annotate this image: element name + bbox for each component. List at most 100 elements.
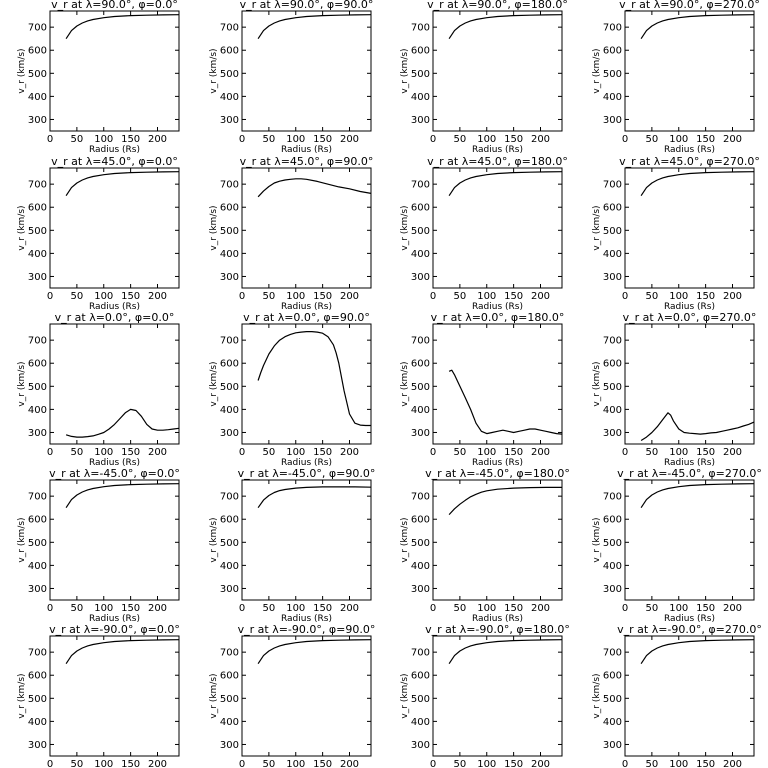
chart-2-point-1 (263, 30, 265, 32)
chart-17-x-tick-label-100: 100 (94, 759, 113, 768)
chart-5-point-4 (87, 177, 89, 179)
chart-2-point-9 (338, 14, 340, 16)
chart-9-point-19 (167, 429, 169, 431)
chart-17-point-11 (178, 639, 180, 641)
chart-11-point-5 (470, 409, 472, 411)
chart-9-y-tick-label-700: 700 (28, 336, 47, 347)
chart-4-x-tick-label-100: 100 (669, 134, 688, 145)
chart-4-plot-frame (624, 10, 755, 132)
chart-4-x-tick-label-200: 200 (723, 134, 742, 145)
chart-20-y-tick-label-700: 700 (603, 648, 622, 659)
chart-16-y-tick-label-400: 400 (603, 561, 622, 572)
chart-6-y-axis-label: v_r (km/s) (209, 205, 219, 250)
chart-13-x-tick-label-0: 0 (47, 603, 53, 614)
chart-12-title: v_r at λ=0.0°, φ=270.0° (623, 311, 757, 324)
chart-13-point-8 (130, 484, 132, 486)
chart-2-title: v_r at λ=90.0°, φ=90.0° (240, 0, 374, 11)
chart-14-x-tick-label-50: 50 (263, 603, 276, 614)
chart-6-y-tick-label-400: 400 (220, 249, 239, 260)
chart-15-point-6 (481, 491, 483, 493)
chart-2-y-tick-label-400: 400 (220, 92, 239, 103)
chart-9-point-11 (124, 412, 126, 414)
chart-5-x-tick-label-100: 100 (94, 291, 113, 302)
chart-7-point-3 (464, 179, 466, 181)
chart-7-y-axis-label: v_r (km/s) (400, 205, 410, 250)
chart-8-point-7 (689, 173, 691, 175)
chart-18-series-line (257, 639, 372, 665)
chart-14-point-11 (370, 486, 372, 488)
chart-20-point-9 (721, 639, 723, 641)
chart-13-point-11 (178, 483, 180, 485)
chart-5-x-tick-label-200: 200 (148, 291, 167, 302)
chart-4-point-10 (737, 14, 739, 16)
chart-16-point-9 (721, 483, 723, 485)
chart-20-y-tick-label-600: 600 (603, 671, 622, 682)
chart-6-title: v_r at λ=45.0°, φ=90.0° (240, 155, 374, 168)
chart-20-y-tick-label-300: 300 (603, 740, 622, 751)
chart-5-x-axis-label: Radius (Rs) (89, 302, 140, 312)
chart-19-series-line (448, 639, 563, 665)
chart-3-point-4 (470, 20, 472, 22)
chart-11-point-6 (475, 422, 477, 424)
chart-5-x-tick-label-50: 50 (71, 291, 84, 302)
chart-20-title: v_r at λ=-90.0°, φ=270.0° (617, 623, 762, 636)
chart-13-y-axis-label: v_r (km/s) (17, 517, 27, 562)
chart-12-point-22 (748, 424, 750, 426)
chart-16-y-axis-label: v_r (km/s) (592, 517, 602, 562)
chart-10-point-3 (265, 359, 267, 361)
chart-10-point-1 (260, 372, 262, 374)
chart-17-y-tick-label-600: 600 (28, 671, 47, 682)
chart-13-point-6 (103, 486, 105, 488)
chart-20-point-6 (678, 642, 680, 644)
chart-14-point-10 (354, 486, 356, 488)
chart-8-x-tick-label-0: 0 (622, 291, 628, 302)
chart-17-point-7 (114, 641, 116, 643)
chart-6-panel: v_r at λ=45.0°, φ=90.0° 0 50 100 150 200 300 40… (209, 155, 373, 312)
chart-11-point-9 (491, 432, 493, 434)
chart-10-point-9 (295, 332, 297, 334)
chart-12-y-tick-label-700: 700 (603, 336, 622, 347)
chart-12-y-tick-label-600: 600 (603, 359, 622, 370)
chart-11-point-20 (550, 432, 552, 434)
chart-16-y-tick-label-700: 700 (603, 492, 622, 503)
chart-7-x-tick-label-0: 0 (430, 291, 436, 302)
chart-13-point-2 (76, 494, 78, 496)
chart-11-x-tick-label-50: 50 (454, 447, 467, 458)
chart-4-point-7 (689, 16, 691, 18)
chart-1-point-5 (92, 19, 94, 21)
chart-19-y-tick-label-700: 700 (411, 648, 430, 659)
chart-13-x-tick-label-100: 100 (94, 603, 113, 614)
chart-3-x-tick-label-150: 150 (504, 134, 523, 145)
chart-11-point-11 (502, 429, 504, 431)
chart-11-point-14 (518, 431, 520, 433)
chart-8-x-tick-label-200: 200 (723, 291, 742, 302)
chart-4-x-tick-label-150: 150 (696, 134, 715, 145)
chart-16-point-7 (689, 485, 691, 487)
chart-1-y-axis-label: v_r (km/s) (17, 48, 27, 93)
chart-16-point-1 (646, 499, 648, 501)
chart-7-x-tick-label-150: 150 (504, 291, 523, 302)
chart-9-x-tick-label-150: 150 (121, 447, 140, 458)
chart-12-point-9 (678, 428, 680, 430)
chart-10-point-18 (338, 362, 340, 364)
chart-11-x-tick-label-0: 0 (430, 447, 436, 458)
chart-9-y-tick-label-500: 500 (28, 382, 47, 393)
chart-2-x-tick-label-50: 50 (263, 134, 276, 145)
chart-16-x-tick-label-150: 150 (696, 603, 715, 614)
chart-11-point-13 (513, 432, 515, 434)
chart-14-y-tick-label-700: 700 (220, 492, 239, 503)
chart-9-x-axis-label: Radius (Rs) (89, 458, 140, 468)
chart-1-panel: v_r at λ=90.0°, φ=0.0° 0 50 100 150 200 300 400… (17, 0, 180, 155)
chart-12-point-23 (753, 421, 755, 423)
chart-18-point-1 (263, 655, 265, 657)
chart-13-point-1 (71, 499, 73, 501)
chart-18-point-4 (279, 645, 281, 647)
chart-2-plot-frame (241, 10, 372, 132)
chart-11-point-21 (556, 433, 558, 435)
chart-10-x-tick-label-100: 100 (286, 447, 305, 458)
chart-20-point-2 (651, 650, 653, 652)
chart-19-point-1 (454, 655, 456, 657)
chart-6-y-tick-label-600: 600 (220, 203, 239, 214)
chart-11-point-0 (448, 371, 450, 373)
